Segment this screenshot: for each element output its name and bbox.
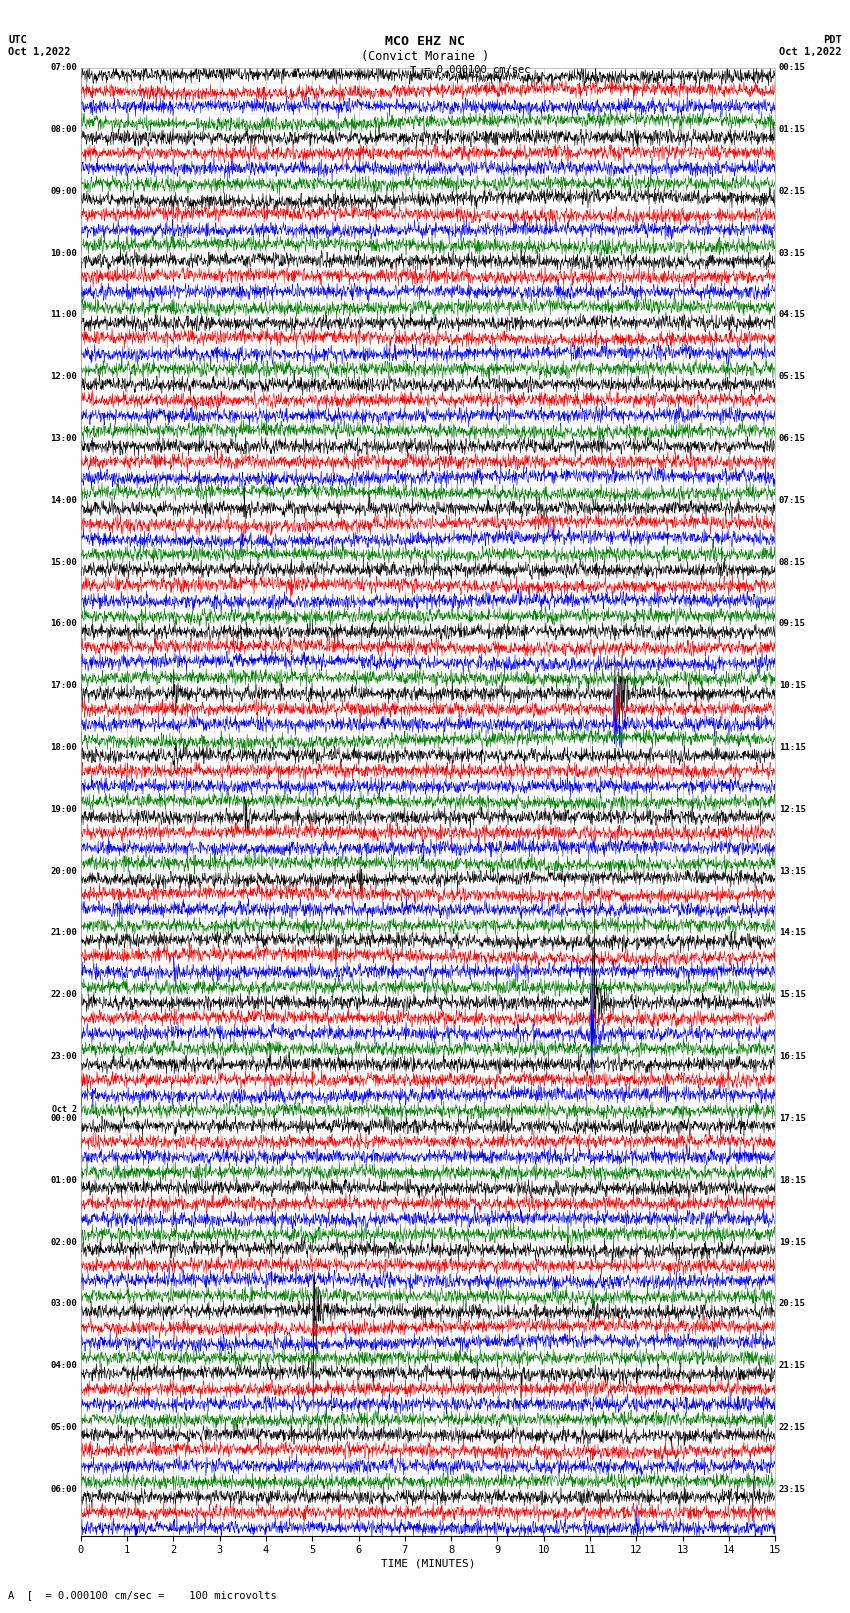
Text: 23:15: 23:15 <box>779 1484 806 1494</box>
Text: 04:15: 04:15 <box>779 310 806 319</box>
X-axis label: TIME (MINUTES): TIME (MINUTES) <box>381 1558 475 1568</box>
Text: UTC: UTC <box>8 35 27 45</box>
Text: 18:15: 18:15 <box>779 1176 806 1184</box>
Text: Oct 1,2022: Oct 1,2022 <box>8 47 71 56</box>
Text: 12:00: 12:00 <box>50 373 77 381</box>
Text: 03:00: 03:00 <box>50 1300 77 1308</box>
Text: 21:00: 21:00 <box>50 929 77 937</box>
Text: 01:15: 01:15 <box>779 126 806 134</box>
Text: 20:00: 20:00 <box>50 866 77 876</box>
Text: 15:00: 15:00 <box>50 558 77 566</box>
Text: 22:15: 22:15 <box>779 1423 806 1432</box>
Text: 09:15: 09:15 <box>779 619 806 629</box>
Text: I: I <box>408 65 416 79</box>
Text: 08:00: 08:00 <box>50 126 77 134</box>
Text: MCO EHZ NC: MCO EHZ NC <box>385 35 465 48</box>
Text: 14:00: 14:00 <box>50 495 77 505</box>
Text: 11:15: 11:15 <box>779 744 806 752</box>
Text: 10:15: 10:15 <box>779 681 806 690</box>
Text: 00:00: 00:00 <box>50 1115 77 1123</box>
Text: 15:15: 15:15 <box>779 990 806 1000</box>
Text: 11:00: 11:00 <box>50 310 77 319</box>
Text: 19:00: 19:00 <box>50 805 77 815</box>
Text: Oct 1,2022: Oct 1,2022 <box>779 47 842 56</box>
Text: 16:15: 16:15 <box>779 1052 806 1061</box>
Text: 17:00: 17:00 <box>50 681 77 690</box>
Text: A  [  = 0.000100 cm/sec =    100 microvolts: A [ = 0.000100 cm/sec = 100 microvolts <box>8 1590 277 1600</box>
Text: 05:15: 05:15 <box>779 373 806 381</box>
Text: = 0.000100 cm/sec: = 0.000100 cm/sec <box>418 65 530 74</box>
Text: 02:00: 02:00 <box>50 1237 77 1247</box>
Text: 04:00: 04:00 <box>50 1361 77 1369</box>
Text: 21:15: 21:15 <box>779 1361 806 1369</box>
Text: 09:00: 09:00 <box>50 187 77 195</box>
Text: 07:15: 07:15 <box>779 495 806 505</box>
Text: 14:15: 14:15 <box>779 929 806 937</box>
Text: (Convict Moraine ): (Convict Moraine ) <box>361 50 489 63</box>
Text: 07:00: 07:00 <box>50 63 77 73</box>
Text: 03:15: 03:15 <box>779 248 806 258</box>
Text: 08:15: 08:15 <box>779 558 806 566</box>
Text: Oct 2: Oct 2 <box>53 1105 77 1115</box>
Text: 13:15: 13:15 <box>779 866 806 876</box>
Text: 01:00: 01:00 <box>50 1176 77 1184</box>
Text: 16:00: 16:00 <box>50 619 77 629</box>
Text: 00:15: 00:15 <box>779 63 806 73</box>
Text: 23:00: 23:00 <box>50 1052 77 1061</box>
Text: 13:00: 13:00 <box>50 434 77 444</box>
Text: 12:15: 12:15 <box>779 805 806 815</box>
Text: 22:00: 22:00 <box>50 990 77 1000</box>
Text: 05:00: 05:00 <box>50 1423 77 1432</box>
Text: 18:00: 18:00 <box>50 744 77 752</box>
Text: 19:15: 19:15 <box>779 1237 806 1247</box>
Text: 02:15: 02:15 <box>779 187 806 195</box>
Text: 17:15: 17:15 <box>779 1115 806 1123</box>
Text: 10:00: 10:00 <box>50 248 77 258</box>
Text: 06:00: 06:00 <box>50 1484 77 1494</box>
Text: 06:15: 06:15 <box>779 434 806 444</box>
Text: 20:15: 20:15 <box>779 1300 806 1308</box>
Text: PDT: PDT <box>823 35 842 45</box>
